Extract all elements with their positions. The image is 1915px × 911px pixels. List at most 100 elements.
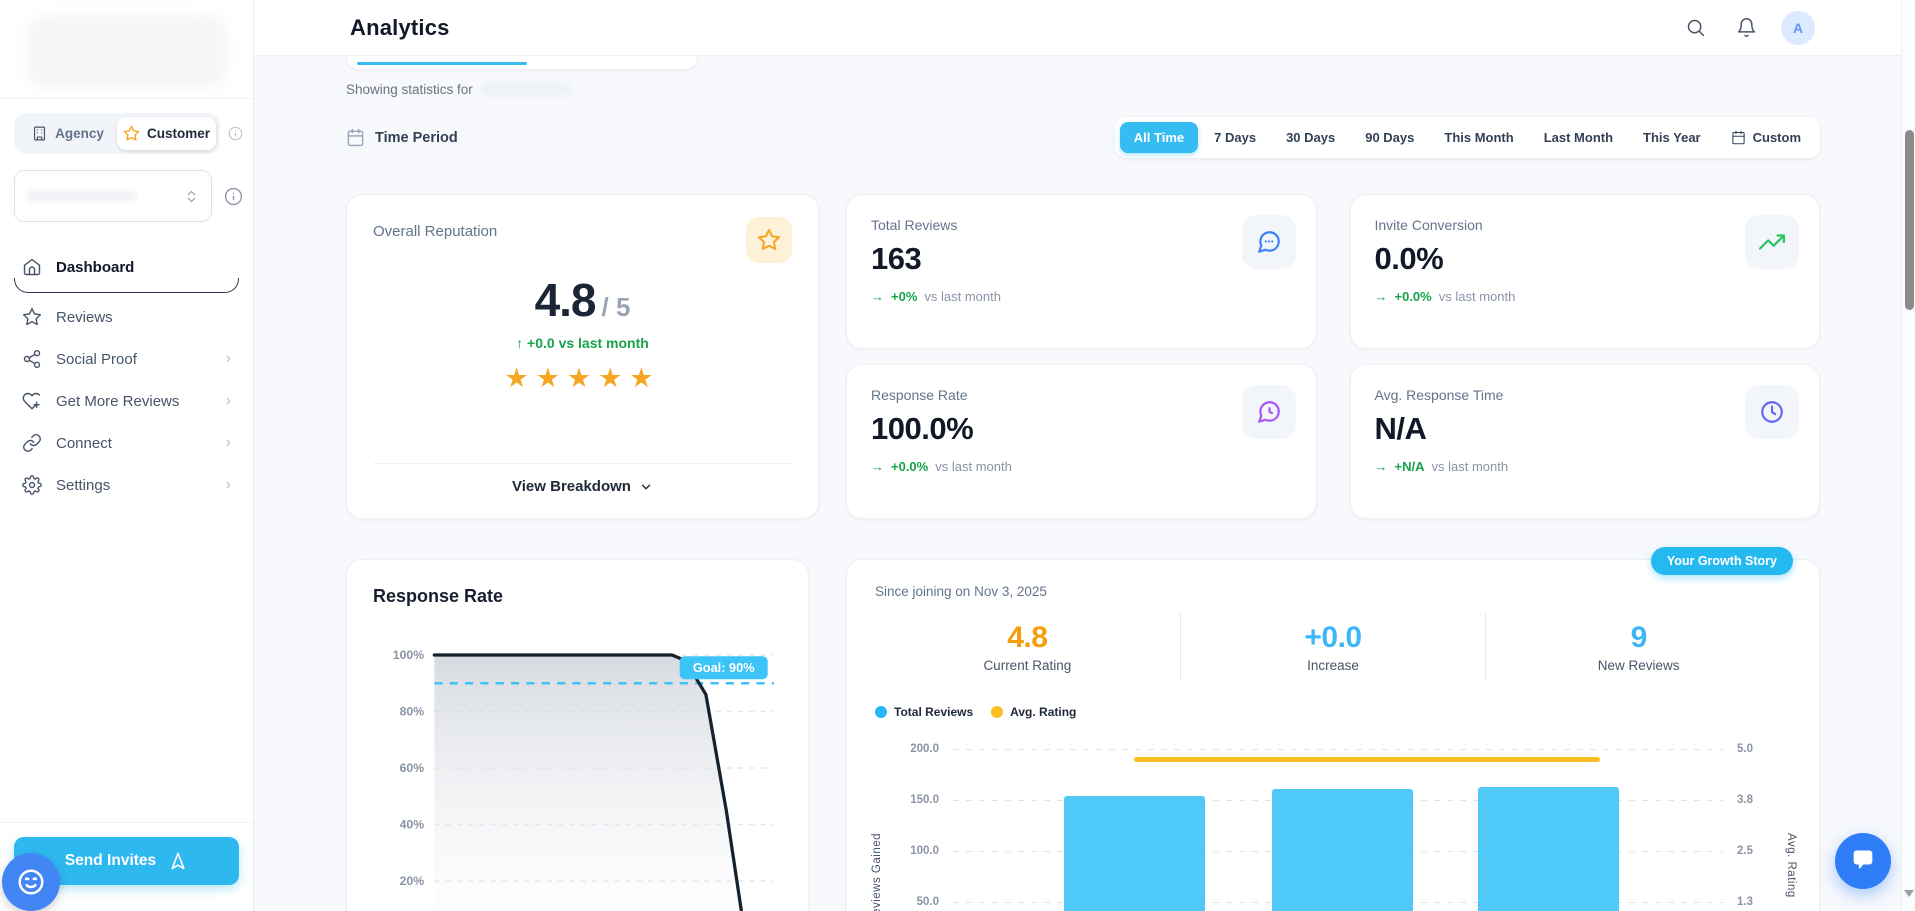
stat-increase: +0.0 Increase bbox=[1179, 613, 1486, 681]
calendar-icon bbox=[1731, 130, 1745, 145]
scrollbar-track[interactable] bbox=[1901, 0, 1915, 911]
trend-value: +N/A bbox=[1394, 459, 1425, 474]
clock-icon bbox=[1761, 401, 1783, 423]
share-icon bbox=[23, 349, 41, 369]
filter-90-days[interactable]: 90 Days bbox=[1351, 122, 1428, 153]
rr-goal-text: Goal: 90% bbox=[693, 661, 755, 675]
app-logo bbox=[26, 14, 227, 88]
feedback-widget-button[interactable] bbox=[2, 853, 60, 911]
legend-label: Total Reviews bbox=[894, 705, 974, 719]
stat-value: 9 bbox=[1630, 621, 1648, 654]
info-icon[interactable] bbox=[224, 187, 243, 206]
stat-label: Current Rating bbox=[983, 658, 1072, 673]
sidebar-item-settings[interactable]: Settings › bbox=[14, 466, 239, 504]
y-tick: 100% bbox=[393, 648, 425, 662]
info-icon[interactable] bbox=[228, 126, 243, 141]
since-joining-label: Since joining on Nov 3, 2025 bbox=[875, 584, 1047, 599]
trend-value: +0% bbox=[891, 289, 918, 304]
filter-7-days[interactable]: 7 Days bbox=[1200, 122, 1270, 153]
filter-all-time[interactable]: All Time bbox=[1119, 122, 1199, 153]
sidebar-item-label: Get More Reviews bbox=[56, 392, 180, 410]
trending-up-icon bbox=[1759, 234, 1785, 250]
trend-suffix: vs last month bbox=[558, 335, 649, 351]
stat-value: 4.8 bbox=[1007, 621, 1048, 654]
rr-area-path bbox=[434, 655, 742, 911]
sidebar-item-social-proof[interactable]: Social Proof › bbox=[14, 340, 239, 378]
sidebar-item-label: Dashboard bbox=[56, 258, 135, 276]
avatar[interactable]: A bbox=[1781, 10, 1815, 45]
total-reviews-card: Total Reviews 163 → +0% vs last month bbox=[846, 194, 1317, 349]
chart-title: Response Rate bbox=[373, 586, 504, 606]
sidebar-item-reviews[interactable]: Reviews bbox=[14, 298, 239, 336]
showing-statistics-label: Showing statistics for bbox=[346, 82, 473, 97]
toggle-customer-button[interactable]: Customer bbox=[116, 117, 216, 150]
notifications-button[interactable] bbox=[1730, 11, 1763, 44]
smiley-icon bbox=[18, 869, 44, 895]
sidebar-item-dashboard[interactable]: Dashboard bbox=[14, 248, 239, 293]
tab-bar-partial[interactable] bbox=[346, 56, 698, 70]
trend-arrow: → bbox=[1374, 459, 1388, 474]
view-breakdown-button[interactable]: View Breakdown bbox=[512, 478, 653, 495]
page-title: Analytics bbox=[350, 14, 450, 40]
right-tick: 1.3 bbox=[1737, 896, 1753, 908]
filter-this-year[interactable]: This Year bbox=[1629, 122, 1715, 153]
business-select[interactable] bbox=[14, 170, 212, 222]
growth-bar bbox=[1271, 788, 1413, 911]
chat-widget-button[interactable] bbox=[1835, 833, 1891, 889]
trend-suffix: vs last month bbox=[935, 459, 1012, 474]
growth-chart: Reviews Gained Avg. Rating 200.0 150.0 1… bbox=[871, 743, 1797, 911]
y-tick: 40% bbox=[400, 818, 425, 832]
response-rate-chart: 100% 80% 60% 40% 20% Goal: 90% bbox=[393, 648, 774, 911]
toggle-agency-label: Agency bbox=[55, 126, 104, 141]
trend-arrow: ↑ bbox=[516, 335, 524, 351]
building-icon bbox=[34, 126, 46, 141]
reputation-score: 4.8 bbox=[534, 274, 597, 326]
chat-clock-icon bbox=[1257, 401, 1280, 423]
chevron-right-icon: › bbox=[225, 392, 231, 409]
sidebar-item-label: Reviews bbox=[56, 308, 113, 326]
card-title: Response Rate bbox=[871, 387, 968, 403]
chevron-down-icon bbox=[641, 484, 651, 489]
calendar-icon bbox=[347, 128, 364, 147]
trend-arrow: → bbox=[871, 289, 884, 304]
legend-avg-rating: Avg. Rating bbox=[991, 705, 1076, 719]
legend-total-reviews: Total Reviews bbox=[875, 705, 973, 719]
reputation-denominator: / 5 bbox=[601, 292, 631, 322]
filter-custom[interactable]: Custom bbox=[1717, 122, 1815, 153]
trend-suffix: vs last month bbox=[1438, 289, 1516, 304]
stat-new-reviews: 9 New Reviews bbox=[1485, 613, 1791, 681]
link-icon bbox=[23, 434, 41, 452]
invite-conversion-card: Invite Conversion 0.0% → +0.0% vs last mon… bbox=[1349, 194, 1820, 349]
star-badge-icon bbox=[746, 217, 792, 263]
toggle-agency-button[interactable]: Agency bbox=[18, 117, 117, 150]
chevron-right-icon: › bbox=[225, 476, 231, 493]
rr-goal-rect bbox=[679, 656, 768, 680]
scrollbar-down-arrow[interactable] bbox=[1903, 890, 1914, 897]
left-tick: 150.0 bbox=[910, 794, 939, 806]
y-tick: 20% bbox=[400, 874, 425, 888]
active-tab-indicator bbox=[357, 62, 527, 65]
toggle-customer-label: Customer bbox=[146, 126, 210, 141]
sidebar-item-get-more-reviews[interactable]: Get More Reviews › bbox=[14, 382, 239, 420]
filter-custom-label: Custom bbox=[1752, 130, 1801, 145]
sidebar-nav: Dashboard Reviews Social Proof › Get Mor… bbox=[0, 248, 253, 504]
scrollbar-thumb[interactable] bbox=[1904, 130, 1914, 310]
card-value: 0.0% bbox=[1374, 241, 1444, 276]
heart-plus-icon bbox=[22, 392, 41, 410]
topbar: Analytics A bbox=[254, 0, 1915, 56]
filter-this-month[interactable]: This Month bbox=[1430, 122, 1527, 153]
search-button[interactable] bbox=[1679, 11, 1712, 44]
filter-last-month[interactable]: Last Month bbox=[1530, 122, 1627, 153]
filter-30-days[interactable]: 30 Days bbox=[1272, 122, 1349, 153]
sidebar-item-connect[interactable]: Connect › bbox=[14, 424, 239, 462]
star-icon bbox=[123, 125, 140, 141]
trend-value: +0.0% bbox=[1394, 289, 1432, 304]
home-icon bbox=[23, 258, 41, 276]
growth-story-card: Your Growth Story Since joining on Nov 3… bbox=[846, 547, 1820, 911]
right-axis-label: Avg. Rating bbox=[1785, 833, 1797, 898]
sidebar-item-label: Settings bbox=[56, 476, 111, 494]
legend-label: Avg. Rating bbox=[1010, 705, 1077, 719]
card-value: N/A bbox=[1374, 411, 1427, 446]
star-icon bbox=[22, 307, 42, 326]
